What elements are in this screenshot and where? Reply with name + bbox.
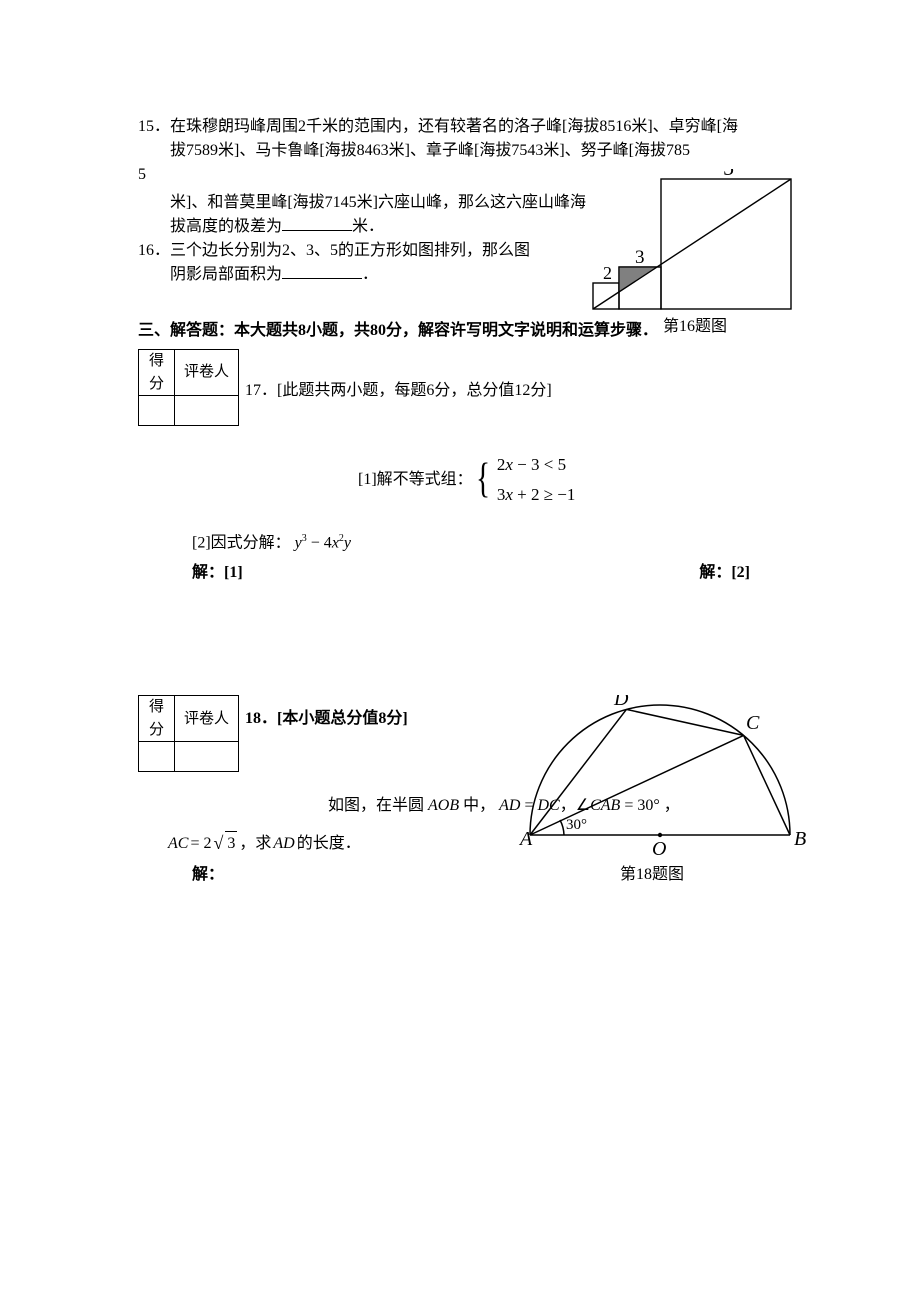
q15-line1: 15．在珠穆朗玛峰周围2千米的范围内，还有较著名的洛子峰[海拔8516米]、卓穷… (138, 115, 790, 139)
q15-q16-block: 米]、和普莫里峰[海拔7145米]六座山峰，那么这六座山峰海 拔高度的极差为米．… (138, 191, 790, 287)
q16-line2b: ． (362, 266, 378, 283)
q17-sol2: 解：[2] (699, 561, 750, 585)
figure-18: A B C D O 30° 第18题图 (510, 695, 810, 885)
left-brace-icon: { (476, 461, 490, 499)
q18-t-a: 如图，在半圆 (328, 797, 428, 814)
q18-aob: AOB (428, 797, 459, 814)
sqrt-icon: √ (213, 830, 223, 857)
q15-line2: 拔7589米]、马卡鲁峰[海拔8463米]、章子峰[海拔7543米]、努子峰[海… (170, 139, 790, 163)
figure-18-svg: A B C D O 30° 第18题图 (510, 695, 810, 885)
fig16-label-2: 2 (603, 263, 612, 283)
point-o-dot (658, 833, 662, 837)
label-B: B (794, 828, 806, 850)
score-col-a: 得分 (139, 350, 175, 396)
score-cell-a-18[interactable] (139, 742, 175, 772)
q16-line2a: 阴影局部面积为 (170, 266, 282, 283)
fig16-label-3: 3 (635, 247, 645, 268)
label-A: A (518, 828, 533, 850)
score-col-a-18: 得分 (139, 696, 175, 742)
q18-title: 18．[本小题总分值8分] (245, 707, 408, 731)
label-O: O (652, 838, 666, 860)
q17-sub1: [1]解不等式组： { 2x − 3 < 5 3x + 2 ≥ −1 (358, 452, 790, 507)
label-C: C (746, 712, 760, 734)
fig18-caption: 第18题图 (620, 865, 684, 883)
q17-head-text: 17．[此题共两小题，每题6分，总分值12分] (245, 379, 552, 403)
score-cell-b[interactable] (175, 396, 239, 426)
inequality-system: 2x − 3 < 5 3x + 2 ≥ −1 (497, 452, 576, 507)
q18-tail: ，求 (239, 832, 271, 856)
score-col-b-18: 评卷人 (175, 696, 239, 742)
q17-sub1-label: [1]解不等式组： (358, 468, 473, 492)
question-18: 得分 评卷人 18．[本小题总分值8分] 如图，在半圆 AOB 中， AD = … (138, 695, 790, 887)
q18-radicand: 3 (225, 831, 237, 856)
q18-ac: AC (168, 832, 188, 856)
score-cell-a[interactable] (139, 396, 175, 426)
q15-line3b-a: 拔高度的极差为 (170, 218, 282, 235)
q18-t-b: 中， (459, 797, 499, 814)
q17-sol1: 解：[1] (192, 561, 243, 585)
q17-solution-row: 解：[1] 解：[2] (192, 561, 790, 585)
label-angle: 30° (566, 817, 587, 833)
score-table-17: 得分 评卷人 (138, 349, 239, 426)
fig16-label-5: 5 (723, 169, 734, 180)
label-D: D (613, 695, 629, 710)
q17-sub2: [2]因式分解： y3 − 4x2y (192, 531, 790, 555)
blank-fill-1[interactable] (282, 215, 352, 231)
q18-ac-eq: = 2 (190, 832, 211, 856)
blank-fill-2[interactable] (282, 263, 362, 279)
q18-end: 的长度． (297, 832, 361, 856)
ineq-2: 3x + 2 ≥ −1 (497, 482, 576, 508)
score-col-b: 评卷人 (175, 350, 239, 396)
figure-16-svg: 2 3 5 第16题图 (575, 169, 810, 339)
score-table-18: 得分 评卷人 (138, 695, 239, 772)
q17-poly: y (295, 534, 302, 551)
q17-sub2-label: [2]因式分解： (192, 534, 291, 551)
figure-16: 2 3 5 第16题图 (575, 169, 810, 339)
question-17-head: 得分 评卷人 17．[此题共两小题，每题6分，总分值12分] (138, 349, 790, 426)
fig16-caption: 第16题图 (663, 317, 727, 335)
q15-line3b-b: 米． (352, 218, 384, 235)
score-cell-b-18[interactable] (175, 742, 239, 772)
ineq-1: 2x − 3 < 5 (497, 452, 576, 478)
q18-ad: AD (273, 832, 294, 856)
